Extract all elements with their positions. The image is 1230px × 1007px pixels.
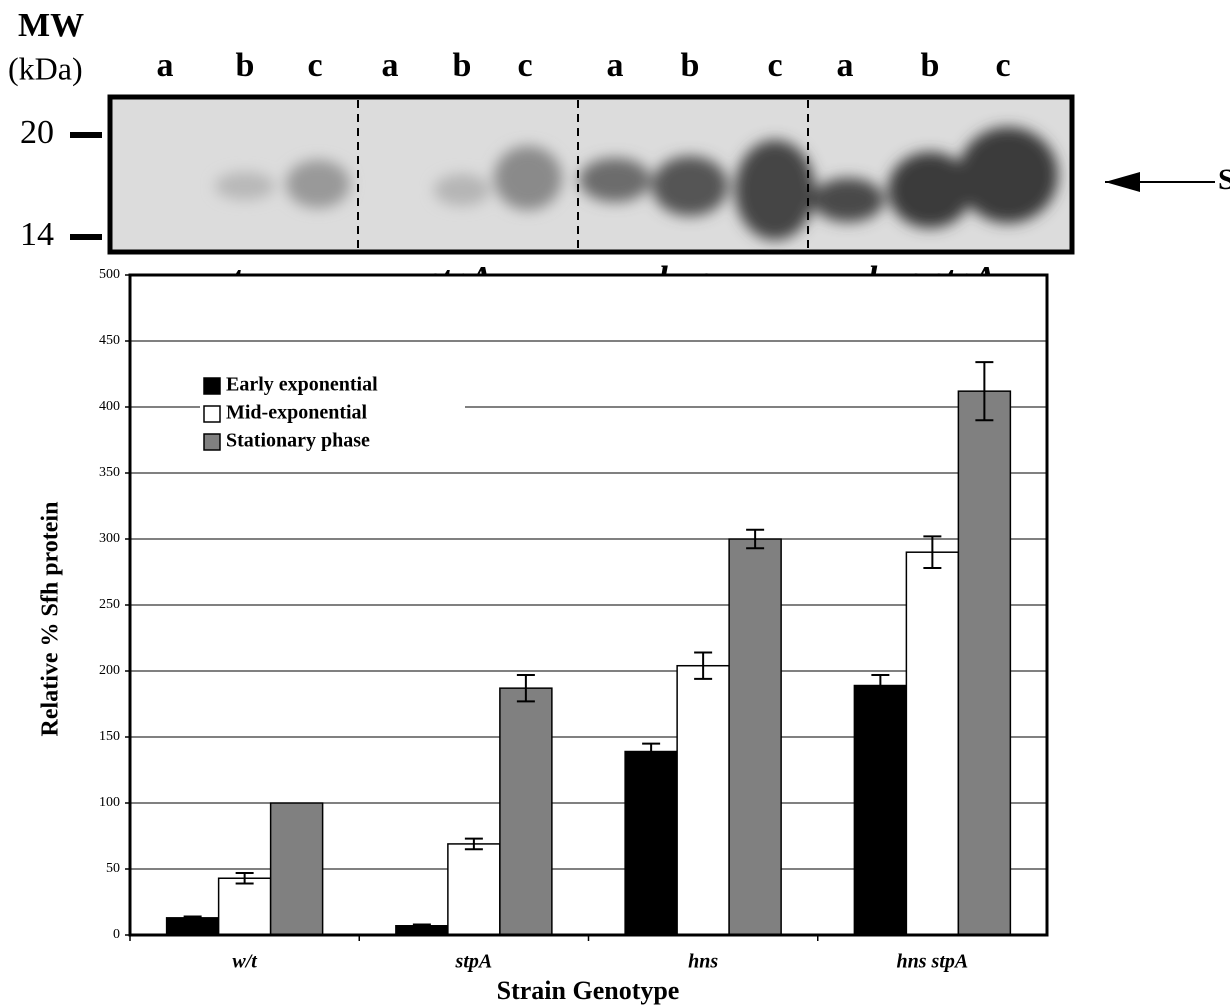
marker-label: 14 [20,216,54,253]
legend-swatch [204,434,220,450]
bar [677,666,729,935]
y-tick-label: 200 [99,663,120,678]
lane-label: a [157,47,174,84]
lane-label: c [767,47,782,84]
x-tick-label: hns stpA [897,951,969,973]
bar [958,391,1010,935]
y-tick-label: 100 [99,795,120,810]
y-axis-title: Relative % Sfh protein [38,502,64,737]
bar [625,752,677,935]
y-tick-label: 300 [99,531,120,546]
legend-swatch [204,378,220,394]
legend-label: Mid-exponential [226,402,368,424]
lane-label: b [236,47,255,84]
legend-label: Stationary phase [226,430,370,452]
bar [167,918,219,935]
marker-label: 20 [20,114,54,151]
band-label: Sfh [1218,163,1230,196]
bar [271,803,323,935]
x-tick-label: w/t [232,951,258,973]
lane-label: c [995,47,1010,84]
y-tick-label: 250 [99,597,120,612]
bar [219,878,271,935]
lane-label: a [382,47,399,84]
y-tick-label: 400 [99,399,120,414]
legend-swatch [204,406,220,422]
lane-label: b [681,47,700,84]
x-tick-label: hns [688,951,718,973]
bar [729,539,781,935]
y-tick-label: 450 [99,333,120,348]
y-tick-label: 50 [106,861,120,876]
y-tick-label: 150 [99,729,120,744]
figure: MW (kDa) 20 14 Sfh Relative % Sfh protei… [0,0,1230,1007]
blot [70,97,1215,252]
lane-label: a [837,47,854,84]
bar [906,552,958,935]
y-tick-label: 500 [99,267,120,282]
lane-label: a [607,47,624,84]
lane-label: b [453,47,472,84]
lane-label: c [307,47,322,84]
x-axis-title: Strain Genotype [497,976,680,1005]
y-tick-label: 0 [113,927,120,942]
unit-label: (kDa) [8,50,83,86]
legend-label: Early exponential [226,374,378,396]
lane-label: b [921,47,940,84]
lane-label: c [517,47,532,84]
y-tick-label: 350 [99,465,120,480]
bar [500,688,552,935]
mw-label: MW [18,7,84,44]
x-tick-label: stpA [455,951,493,973]
bar [854,686,906,935]
bar [448,844,500,935]
